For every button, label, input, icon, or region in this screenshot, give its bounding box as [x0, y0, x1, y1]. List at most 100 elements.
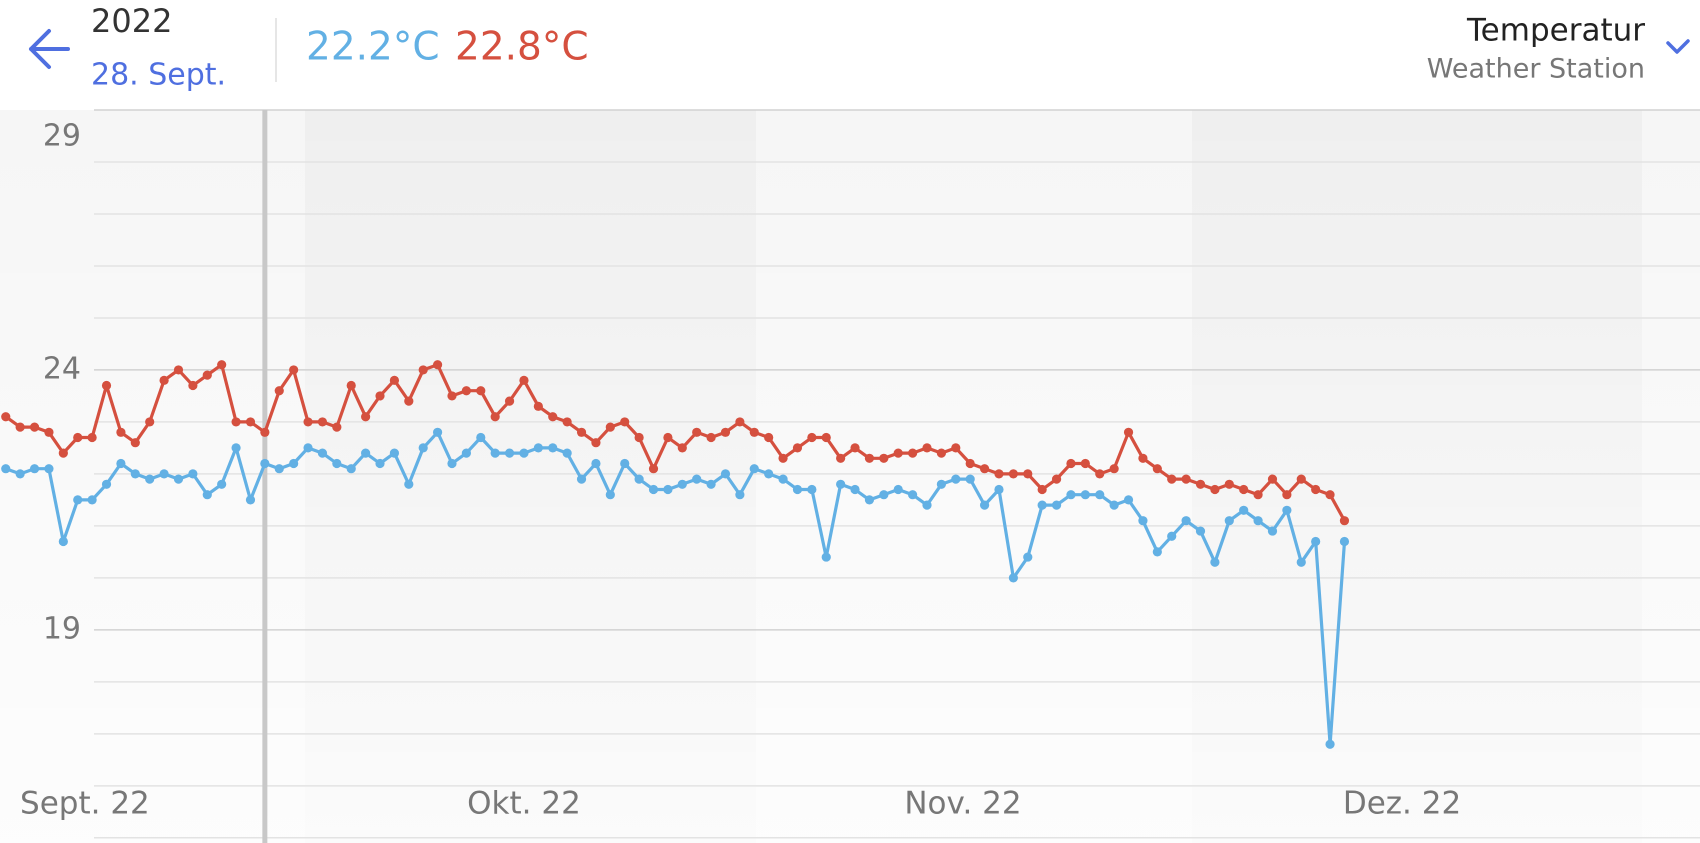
plot [1, 360, 1350, 749]
data-point [1066, 458, 1076, 469]
data-point [936, 448, 947, 458]
data-point [361, 448, 371, 458]
data-point [317, 448, 328, 458]
data-point [260, 458, 270, 469]
x-tick-label: Sept. 22 [20, 786, 150, 822]
data-point [764, 432, 774, 443]
y-tick-label: 29 [43, 119, 81, 154]
data-point [605, 422, 615, 432]
data-point [432, 427, 443, 437]
data-point [1023, 469, 1033, 479]
data-point [173, 474, 184, 484]
data-point [1051, 474, 1062, 484]
data-point [1095, 490, 1105, 500]
data-point [620, 417, 630, 427]
data-point [1037, 484, 1047, 495]
data-point [317, 417, 328, 427]
data-point [447, 391, 457, 401]
data-point [836, 453, 846, 463]
data-point [1181, 516, 1191, 526]
data-point [1152, 464, 1162, 474]
data-point [504, 448, 515, 458]
data-point [1253, 516, 1263, 526]
data-point [1282, 490, 1292, 500]
data-point [692, 427, 702, 437]
data-point [346, 464, 356, 474]
data-point [692, 474, 702, 484]
data-point [116, 427, 126, 437]
data-point [130, 469, 140, 479]
data-point [677, 479, 687, 489]
data-point [245, 495, 256, 505]
data-point [1152, 547, 1162, 557]
data-point [735, 417, 745, 427]
data-point [821, 552, 831, 562]
dropdown-chevron[interactable] [1666, 39, 1690, 54]
data-point [1095, 469, 1105, 479]
data-point [648, 484, 659, 495]
x-tick-label: Dez. 22 [1343, 786, 1461, 822]
data-point [836, 479, 846, 489]
data-point [1023, 552, 1033, 562]
data-point [893, 484, 903, 495]
data-point [908, 490, 918, 500]
data-point [821, 432, 831, 443]
data-point [1051, 500, 1062, 510]
data-point [807, 484, 817, 495]
data-point [231, 443, 241, 453]
data-point [188, 469, 198, 479]
data-point [44, 427, 54, 437]
data-point [145, 417, 155, 427]
data-point [519, 448, 529, 458]
data-point [1181, 474, 1191, 484]
data-point [58, 536, 68, 547]
data-point [87, 495, 97, 505]
data-point [303, 417, 313, 427]
data-point [1311, 536, 1321, 547]
data-point [1282, 505, 1292, 515]
data-point [764, 469, 774, 479]
data-point [15, 469, 25, 479]
data-point [951, 474, 961, 484]
data-point [1224, 479, 1234, 489]
data-point [1138, 516, 1148, 526]
sensor-title[interactable]: Temperatur [1466, 13, 1645, 49]
data-point [274, 386, 284, 396]
data-point [965, 458, 975, 469]
data-point [879, 490, 889, 500]
data-point [1008, 573, 1018, 583]
data-point [591, 458, 601, 469]
data-point [735, 490, 745, 500]
data-point [548, 443, 558, 453]
data-point [375, 391, 385, 401]
data-point [936, 479, 947, 489]
data-point [663, 484, 673, 495]
data-point [1267, 474, 1278, 484]
data-point [749, 427, 759, 437]
y-tick-label: 19 [43, 611, 81, 646]
data-point [1167, 474, 1177, 484]
data-point [217, 360, 227, 370]
data-point [951, 443, 961, 453]
data-point [1325, 739, 1335, 749]
data-point [519, 375, 529, 385]
data-point [1267, 526, 1278, 536]
data-point [1210, 484, 1220, 495]
data-point [1109, 464, 1119, 474]
data-point [476, 386, 486, 396]
back-arrow[interactable] [29, 29, 70, 69]
year: 2022 [91, 2, 172, 40]
readout-min: 22.2°C [306, 25, 440, 70]
data-point [879, 453, 889, 463]
data-point [1123, 495, 1134, 505]
data-point [1, 412, 11, 422]
data-point [461, 386, 471, 396]
data-point [289, 458, 299, 469]
data-point [1080, 490, 1090, 500]
back-button[interactable] [29, 29, 70, 69]
data-point [677, 443, 687, 453]
data-point [720, 427, 731, 437]
sensor-subtitle[interactable]: Weather Station [1427, 54, 1645, 85]
data-point [245, 417, 256, 427]
data-point [1195, 479, 1206, 489]
